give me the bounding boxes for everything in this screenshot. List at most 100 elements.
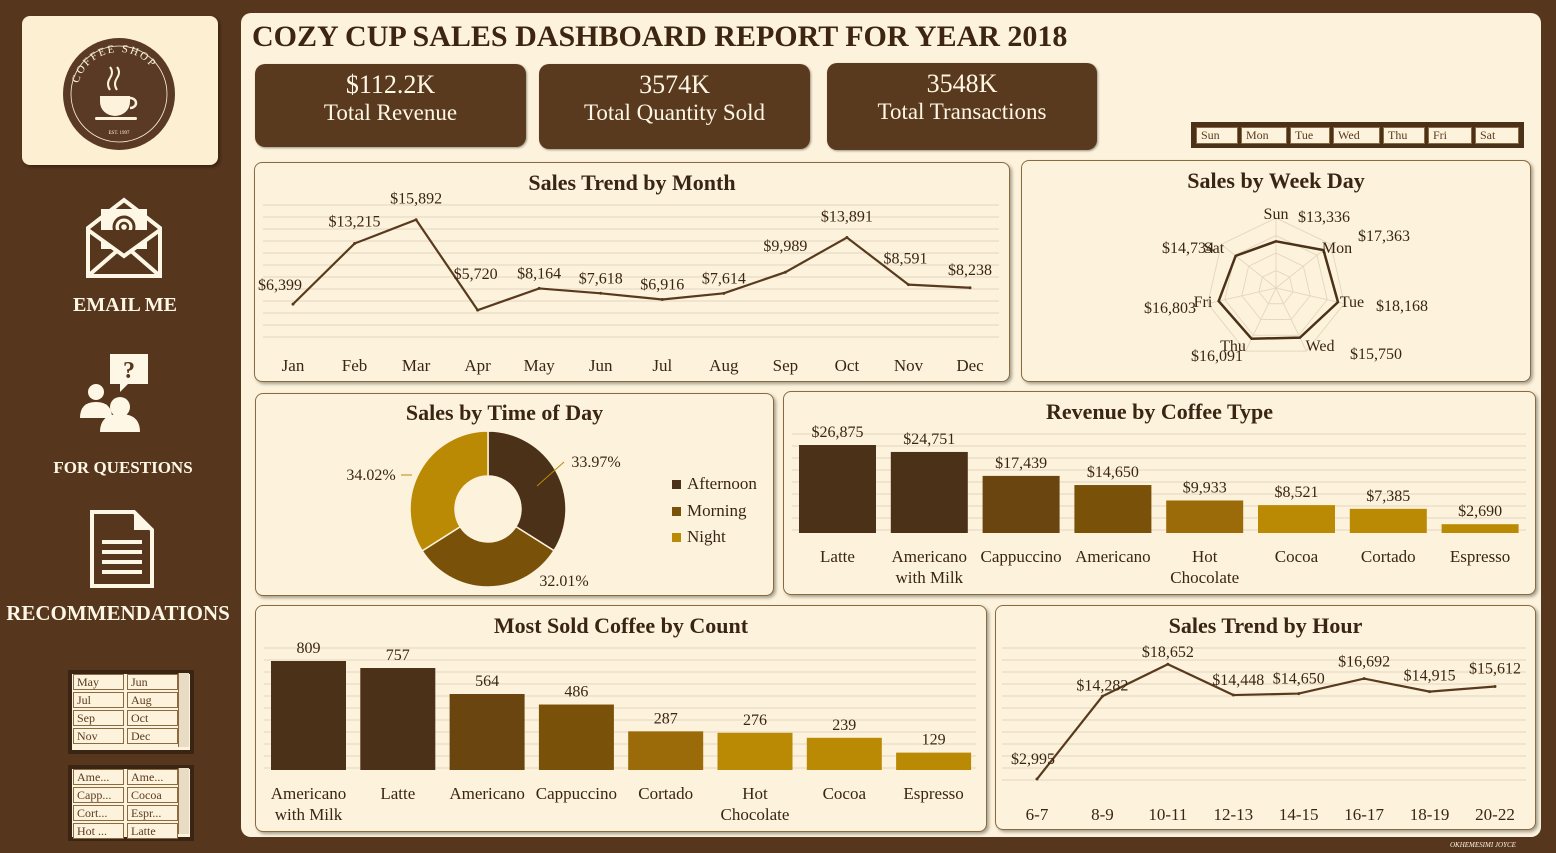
month-chip[interactable]: Aug (127, 692, 178, 708)
x-tick-label: 20-22 (1475, 805, 1515, 824)
day-chip[interactable]: Sun (1196, 127, 1238, 144)
data-label: $14,650 (1273, 671, 1325, 688)
bar (799, 445, 876, 533)
x-tick-label: Hot Chocolate (1170, 547, 1239, 587)
coffee-shop-logo: COFFEE SHOP EST. 1997 (63, 38, 175, 150)
data-label: $8,164 (517, 265, 561, 282)
radar-value-label: $13,336 (1298, 209, 1350, 226)
coffee-chip[interactable]: Ame... (73, 769, 124, 785)
chart-title: Sales by Week Day (1187, 168, 1365, 193)
month-chip[interactable]: Dec (127, 728, 178, 744)
x-tick-label: 10-11 (1148, 805, 1187, 824)
data-point (476, 308, 480, 312)
donut-label: 32.01% (539, 573, 588, 590)
data-label: $6,916 (640, 277, 684, 294)
card-sales-by-month: Sales Trend by Month $6,399 Jan $13,215 Feb… (254, 162, 1010, 382)
bar-value-label: $8,521 (1275, 484, 1319, 501)
bar (1349, 508, 1427, 533)
bar (717, 732, 793, 770)
bar-value-label: 757 (386, 647, 410, 664)
data-label: $18,652 (1142, 644, 1194, 661)
document-icon[interactable] (90, 510, 154, 588)
month-chip[interactable]: May (73, 674, 124, 690)
data-point (1035, 777, 1039, 781)
x-tick-label: 8-9 (1091, 805, 1114, 824)
coffee-chip[interactable]: Ame... (127, 769, 178, 785)
x-tick-label: 18-19 (1410, 805, 1450, 824)
radar-ring (1241, 252, 1311, 321)
x-tick-label: Americano with Milk (271, 784, 347, 824)
bar (896, 752, 972, 770)
coffee-chip[interactable]: Capp... (73, 787, 124, 803)
chart-title: Sales Trend by Month (528, 170, 736, 195)
most-sold-chart: 809 Americano with Milk 757 Latte 564 American… (264, 640, 976, 824)
data-label: $8,591 (883, 251, 927, 268)
recommendations-label[interactable]: RECOMMENDATIONS (6, 601, 230, 625)
revenue-by-coffee-chart: $26,875 Latte $24,751 Americano with Milk $17… (792, 424, 1526, 587)
data-label: $16,692 (1338, 654, 1390, 671)
x-tick-label: Espresso (1450, 547, 1510, 566)
month-chip[interactable]: Sep (73, 710, 124, 726)
data-point (1362, 677, 1366, 681)
month-chip[interactable]: Jul (73, 692, 124, 708)
radar-spoke (1275, 287, 1307, 352)
data-label: $5,720 (454, 266, 498, 283)
x-tick-label: 12-13 (1213, 805, 1253, 824)
kpi-label: Total Transactions (877, 99, 1047, 124)
data-label: $15,612 (1469, 661, 1521, 678)
radar-category-label: Mon (1322, 240, 1352, 257)
x-tick-label: Americano (449, 784, 525, 803)
x-tick-label: 16-17 (1344, 805, 1384, 824)
data-label: $8,238 (948, 262, 992, 279)
bar (982, 475, 1060, 533)
series-line (1036, 662, 1496, 780)
day-chip[interactable]: Tue (1290, 127, 1330, 144)
data-label: $14,282 (1076, 677, 1128, 694)
day-chip[interactable]: Thu (1383, 127, 1425, 144)
coffee-chip[interactable]: Latte (127, 823, 178, 839)
kpi-label: Total Revenue (323, 100, 458, 125)
x-tick-label: 14-15 (1279, 805, 1319, 824)
x-tick-label: Cappuccino (536, 784, 617, 803)
coffee-slicer-scrollbar[interactable] (178, 768, 189, 834)
footer-credit: OKHEMESIMI JOYCE (1450, 841, 1516, 849)
data-label: $14,915 (1404, 668, 1456, 685)
email-me-label[interactable]: EMAIL ME (73, 294, 177, 316)
coffee-chip[interactable]: Espr... (127, 805, 178, 821)
data-point (291, 302, 295, 306)
legend-afternoon: Afternoon (672, 474, 757, 494)
data-point (537, 286, 541, 290)
data-label: $6,399 (258, 277, 302, 294)
for-questions-label[interactable]: FOR QUESTIONS (53, 458, 193, 477)
data-point (660, 298, 664, 302)
coffee-chip[interactable]: Cocoa (127, 787, 178, 803)
data-point (906, 283, 910, 287)
coffee-chip[interactable]: Hot ... (73, 823, 124, 839)
sales-by-weekday-chart: Sun $13,336 Mon $17,363 Tue $18,168 Wed $15,750… (1144, 206, 1428, 365)
data-point (1100, 694, 1104, 698)
radar-ring (1207, 217, 1345, 352)
data-point (722, 291, 726, 295)
day-chip[interactable]: Sat (1475, 127, 1519, 144)
radar-value-label: $14,734 (1162, 240, 1214, 257)
data-label: $7,614 (702, 270, 746, 287)
month-slicer-scrollbar[interactable] (178, 673, 189, 747)
x-tick-label: Cappuccino (980, 547, 1061, 566)
month-chip[interactable]: Oct (127, 710, 178, 726)
sales-by-month-chart: $6,399 Jan $13,215 Feb $15,892 Mar $5,720 Apr $8… (258, 191, 999, 375)
kpi-label: Total Quantity Sold (583, 100, 766, 125)
bar-value-label: $7,385 (1366, 488, 1410, 505)
day-chip[interactable]: Wed (1333, 127, 1380, 144)
email-icon[interactable] (84, 194, 164, 280)
day-chip[interactable]: Fri (1428, 127, 1472, 144)
questions-icon[interactable]: ? (76, 352, 152, 434)
day-chip[interactable]: Mon (1241, 127, 1287, 144)
month-chip[interactable]: Nov (73, 728, 124, 744)
data-label: $14,448 (1212, 672, 1264, 689)
month-chip[interactable]: Jun (127, 674, 178, 690)
coffee-chip[interactable]: Cort... (73, 805, 124, 821)
x-tick-label: Latte (380, 784, 415, 803)
radar-category-label: Tue (1340, 294, 1364, 311)
kpi-value: 3574K (639, 70, 710, 99)
bar (806, 737, 882, 770)
